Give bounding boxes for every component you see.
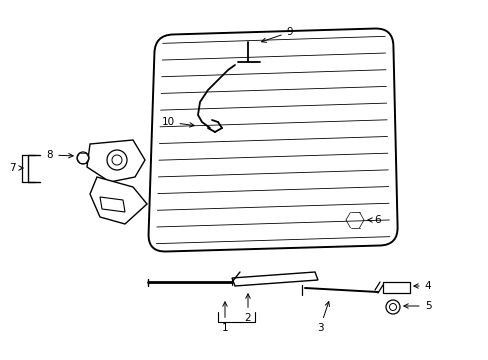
Text: 8: 8 (46, 150, 73, 160)
Polygon shape (382, 282, 409, 293)
Polygon shape (87, 140, 145, 182)
Circle shape (346, 211, 363, 229)
Circle shape (385, 300, 399, 314)
Circle shape (77, 152, 89, 164)
Text: 9: 9 (261, 27, 293, 42)
Text: 3: 3 (316, 302, 329, 333)
Text: 7: 7 (9, 163, 23, 173)
Text: 4: 4 (413, 281, 430, 291)
Polygon shape (231, 272, 317, 286)
PathPatch shape (148, 28, 397, 252)
Text: 6: 6 (367, 215, 381, 225)
Text: 2: 2 (244, 294, 251, 323)
Polygon shape (100, 197, 125, 212)
Text: 1: 1 (221, 302, 228, 333)
Text: 5: 5 (403, 301, 430, 311)
Text: 10: 10 (161, 117, 194, 127)
Circle shape (107, 150, 127, 170)
Polygon shape (90, 177, 147, 224)
